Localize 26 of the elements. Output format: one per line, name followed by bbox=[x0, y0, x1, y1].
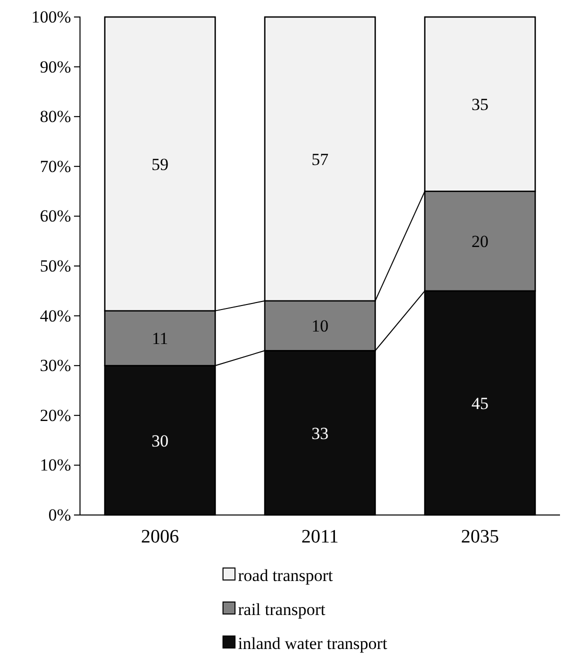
y-tick-label: 70% bbox=[40, 156, 71, 176]
y-tick-label: 0% bbox=[48, 505, 71, 524]
data-label: 11 bbox=[152, 329, 168, 348]
y-tick-label: 60% bbox=[40, 206, 71, 226]
x-tick-label: 2006 bbox=[141, 526, 179, 548]
y-tick-label: 20% bbox=[40, 406, 71, 425]
data-label: 45 bbox=[472, 394, 488, 413]
y-tick-label: 90% bbox=[40, 57, 71, 76]
y-tick-label: 30% bbox=[40, 356, 71, 376]
data-label: 35 bbox=[472, 95, 488, 114]
y-tick-label: 100% bbox=[31, 7, 71, 26]
y-tick-label: 40% bbox=[40, 306, 71, 326]
x-tick-label: 2011 bbox=[301, 526, 339, 548]
y-tick-label: 80% bbox=[40, 107, 71, 126]
data-label: 30 bbox=[152, 431, 168, 450]
y-tick-label: 50% bbox=[40, 256, 71, 276]
data-label: 33 bbox=[312, 424, 328, 443]
legend-label: rail transport bbox=[238, 600, 326, 619]
data-label: 20 bbox=[472, 232, 488, 252]
data-label: 57 bbox=[312, 150, 329, 169]
data-label: 59 bbox=[152, 154, 168, 174]
y-tick-label: 10% bbox=[40, 456, 71, 475]
x-tick-label: 2035 bbox=[461, 526, 499, 548]
legend-label: inland water transport bbox=[238, 634, 388, 653]
legend-label: road transport bbox=[238, 566, 334, 585]
data-label: 10 bbox=[312, 316, 328, 336]
